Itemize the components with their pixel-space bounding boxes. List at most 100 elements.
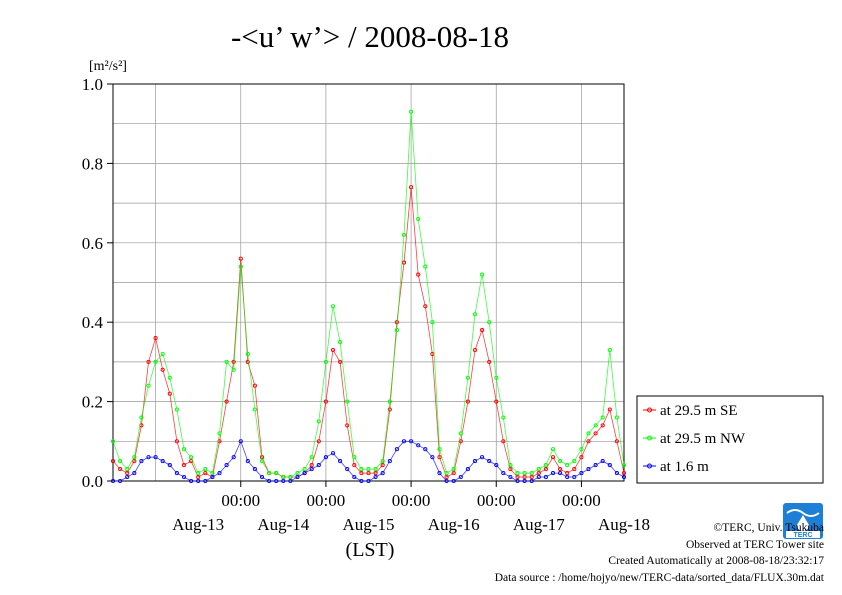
data-point <box>359 471 364 476</box>
data-point <box>217 431 222 436</box>
data-point <box>281 478 286 484</box>
data-point <box>430 320 435 325</box>
data-point <box>153 455 158 460</box>
data-point <box>409 439 414 444</box>
data-point <box>146 359 151 364</box>
data-point <box>302 471 307 476</box>
data-point <box>614 415 619 420</box>
legend-marker <box>647 463 652 469</box>
data-point <box>203 478 208 484</box>
data-point <box>522 474 527 480</box>
data-point <box>614 471 619 476</box>
data-point <box>401 232 407 237</box>
data-point <box>231 359 236 364</box>
data-point <box>359 467 364 472</box>
data-point <box>323 359 328 364</box>
data-point <box>203 471 208 476</box>
data-point <box>125 474 130 480</box>
legend-box <box>636 395 824 484</box>
data-point <box>621 471 627 476</box>
data-point <box>529 478 534 484</box>
data-point <box>614 439 619 444</box>
credit-source: Data source : /home/hojyo/new/TERC-data/… <box>494 571 824 584</box>
data-point <box>252 407 257 412</box>
data-point <box>274 478 279 484</box>
data-point <box>579 471 584 476</box>
data-point <box>600 459 605 464</box>
legend-label: at 1.6 m <box>660 459 709 475</box>
legend-marker <box>647 407 652 413</box>
series-line <box>112 111 625 478</box>
credit-observed: Observed at TERC Tower site <box>685 538 824 551</box>
data-point <box>330 451 336 456</box>
data-point <box>494 399 499 404</box>
data-point <box>132 459 137 464</box>
data-point <box>125 467 130 472</box>
y-axis-label: [m²/s²] <box>89 59 127 74</box>
y-tick-label: 0.8 <box>82 154 103 173</box>
data-point <box>430 455 435 460</box>
data-point <box>118 459 123 464</box>
data-point <box>423 264 428 269</box>
credit-copyright: ©TERC, Univ. Tsukuba <box>713 522 824 534</box>
data-point <box>309 467 314 472</box>
data-point <box>146 455 151 460</box>
data-point <box>416 216 421 222</box>
data-point <box>203 467 208 472</box>
data-point <box>607 407 612 412</box>
data-point <box>217 471 222 476</box>
data-point <box>416 272 421 277</box>
credits: ©TERC, Univ. Tsukuba Observed at TERC To… <box>394 520 824 586</box>
data-point <box>579 447 584 452</box>
data-point <box>543 467 548 472</box>
data-point <box>345 467 350 472</box>
data-point <box>451 467 456 472</box>
data-point <box>522 471 527 476</box>
legend-label: at 29.5 m SE <box>660 403 738 419</box>
data-point <box>444 478 449 484</box>
data-point <box>423 447 428 452</box>
data-point <box>380 463 385 468</box>
data-point <box>366 467 371 472</box>
data-point <box>437 471 442 476</box>
data-point <box>401 439 407 444</box>
data-point <box>274 471 279 476</box>
data-point <box>174 471 179 476</box>
data-point <box>586 431 591 436</box>
legend-entries: at 29.5 m SE at 29.5 m NW at 1.6 m <box>643 403 746 475</box>
data-point <box>167 391 172 396</box>
data-point <box>352 463 357 468</box>
data-point <box>487 320 492 325</box>
data-point <box>593 431 598 436</box>
data-point <box>267 478 272 484</box>
data-point <box>288 474 293 480</box>
data-point <box>189 478 194 484</box>
data-point <box>252 467 257 472</box>
data-point <box>565 471 570 476</box>
data-point <box>167 375 172 380</box>
data-point <box>189 455 194 460</box>
data-point <box>210 471 215 476</box>
data-point <box>125 471 130 476</box>
data-point <box>444 474 449 480</box>
data-point <box>373 467 378 472</box>
data-point <box>572 467 577 472</box>
x-tick-label: 00:00 <box>392 491 431 510</box>
data-point <box>245 459 250 464</box>
x-tick-label: 00:00 <box>221 491 260 510</box>
data-point <box>487 459 492 464</box>
data-point <box>338 459 343 464</box>
data-point <box>181 463 187 468</box>
data-point <box>572 459 577 464</box>
data-point <box>174 439 179 444</box>
data-point <box>550 471 556 476</box>
data-point <box>167 463 172 468</box>
data-point <box>380 471 385 476</box>
data-point <box>224 463 229 468</box>
data-point <box>437 455 442 460</box>
data-point <box>110 478 116 484</box>
data-point <box>288 478 293 484</box>
data-point <box>330 347 336 353</box>
data-point <box>196 474 201 480</box>
data-point <box>302 467 307 472</box>
